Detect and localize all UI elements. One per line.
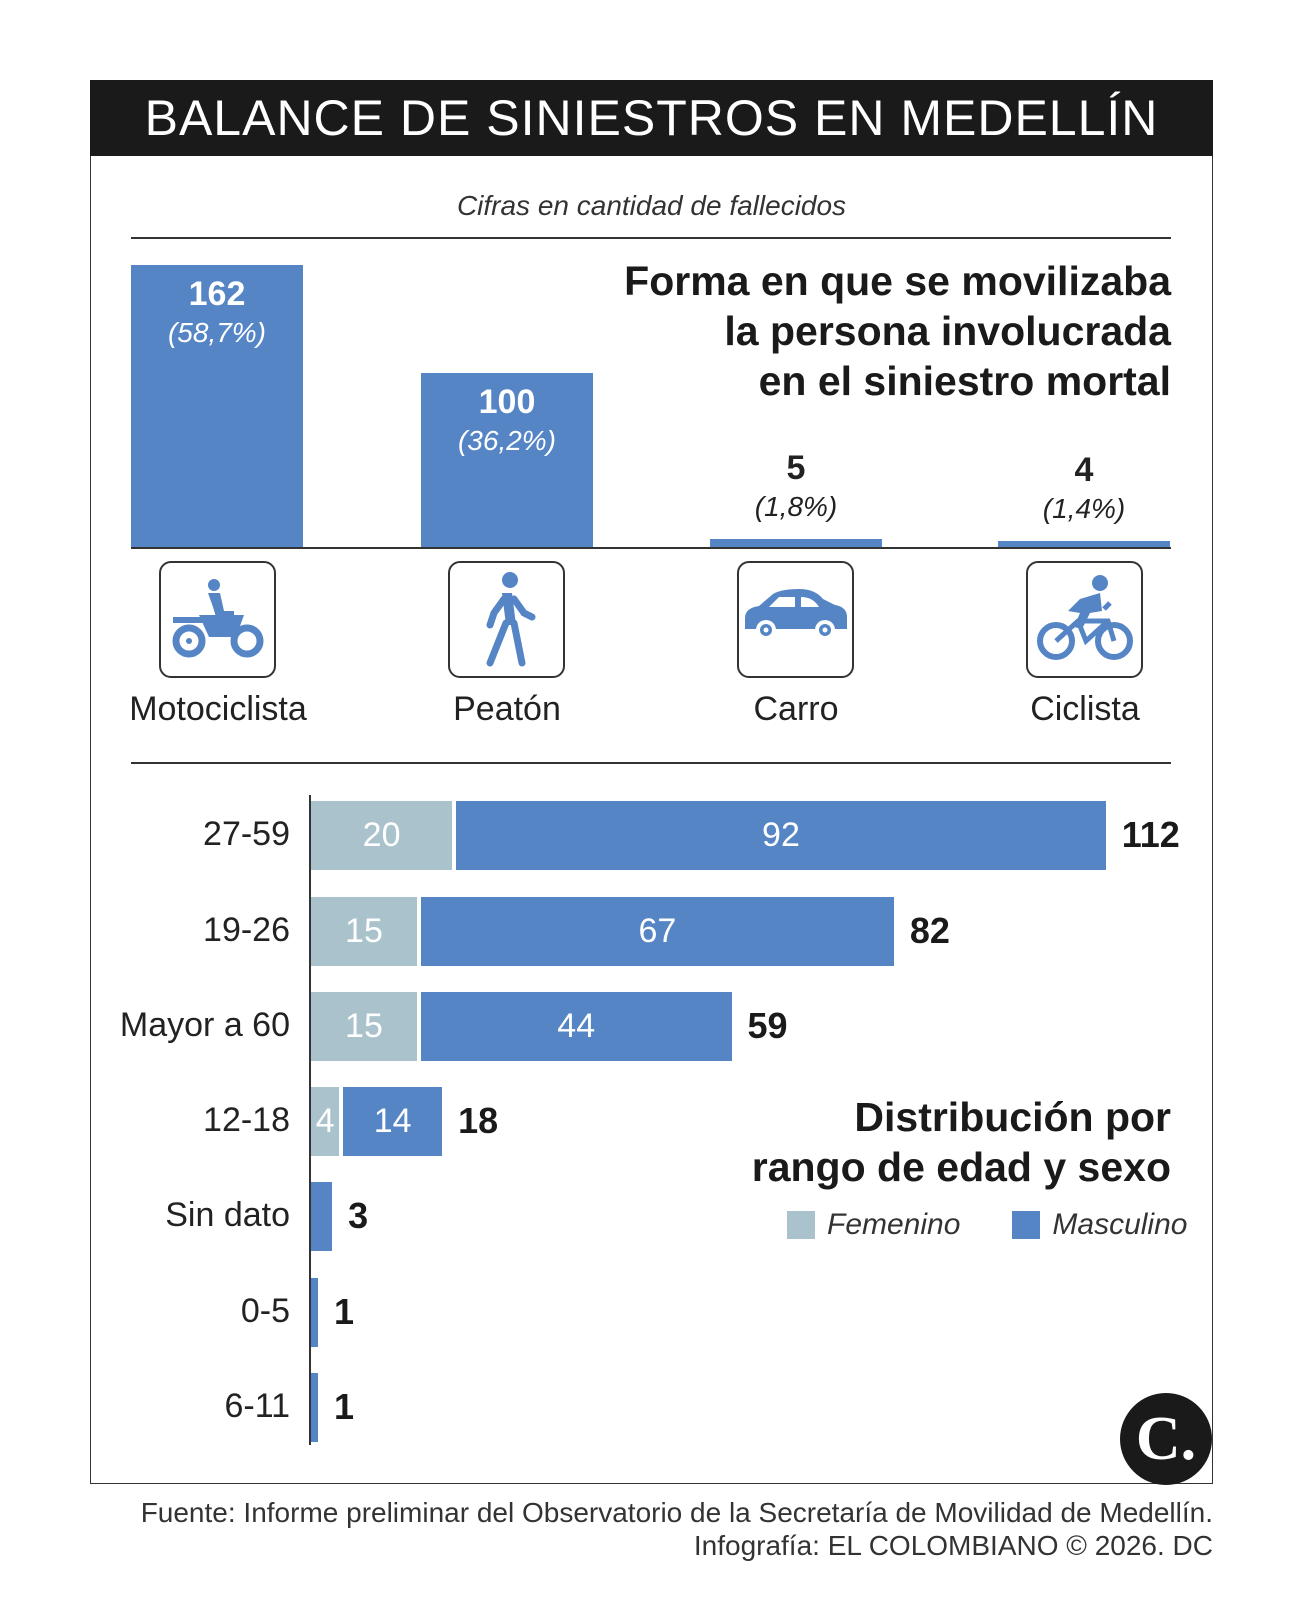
age-total-label: 1 [334, 1291, 355, 1332]
title-line: Distribución por [854, 1094, 1171, 1140]
mode-bar [710, 539, 882, 548]
age-category-label: 19-26 [203, 911, 290, 949]
age-category-label: Mayor a 60 [119, 1006, 290, 1044]
masculino-segment: 92 [456, 801, 1106, 870]
age-total-label: 18 [458, 1100, 499, 1141]
legend-swatch-masculino [1012, 1211, 1041, 1239]
legend: Femenino Masculino [787, 1208, 1187, 1242]
motorcycle-icon [159, 561, 276, 678]
title-line: la persona involucrada [724, 308, 1171, 354]
masculino-segment [311, 1182, 333, 1251]
mode-baseline [131, 547, 1171, 549]
subtitle: Cifras en cantidad de fallecidos [456, 190, 847, 221]
el-colombiano-logo: C. [1120, 1393, 1212, 1485]
masculino-segment: 67 [420, 897, 894, 966]
label-carro: Carro [753, 690, 839, 728]
femenino-segment: 20 [311, 801, 453, 870]
mode-value-label: 100 [478, 383, 536, 422]
mode-value-label: 4 [1074, 451, 1094, 489]
title-line: Forma en que se movilizaba [624, 258, 1171, 304]
femenino-segment: 15 [311, 897, 417, 966]
age-category-label: Sin dato [165, 1196, 290, 1234]
mode-percent-label: (1,8%) [754, 491, 838, 523]
femenino-segment: 4 [311, 1087, 340, 1156]
divider [131, 237, 1171, 239]
mode-bar [421, 373, 593, 548]
femenino-segment: 15 [311, 992, 417, 1061]
age-total-label: 3 [348, 1195, 369, 1236]
pedestrian-icon [448, 561, 565, 678]
masculino-segment: 14 [343, 1087, 443, 1156]
mode-percent-label: (36,2%) [457, 425, 557, 457]
masculino-segment: 44 [420, 992, 732, 1061]
mode-value-label: 5 [786, 449, 806, 488]
age-category-label: 27-59 [203, 815, 290, 853]
label-peaton: Peatón [453, 690, 561, 728]
mode-bar [998, 541, 1170, 548]
age-total-label: 112 [1121, 814, 1180, 855]
masculino-segment [311, 1373, 319, 1442]
age-category-label: 0-5 [240, 1292, 290, 1330]
legend-label-masculino: Masculino [1052, 1208, 1188, 1241]
age-category-label: 6-11 [224, 1387, 290, 1425]
credit-note: Infografía: EL COLOMBIANO © 2026. DC [693, 1530, 1213, 1561]
divider [131, 762, 1171, 764]
title-line: en el siniestro mortal [758, 358, 1171, 404]
age-total-label: 59 [747, 1005, 788, 1046]
mode-value-label: 162 [188, 274, 246, 313]
title-line: rango de edad y sexo [751, 1144, 1171, 1190]
bicycle-icon [1026, 561, 1143, 678]
mode-bar [131, 264, 303, 548]
age-axis [309, 795, 311, 1445]
age-category-label: 12-18 [203, 1101, 290, 1139]
age-chart-title: Distribución por rango de edad y sexo [752, 1092, 1171, 1192]
source-note: Fuente: Informe preliminar del Observato… [140, 1497, 1213, 1528]
age-total-label: 82 [909, 910, 950, 951]
mode-percent-label: (58,7%) [167, 316, 267, 348]
mode-chart-title: Forma en que se movilizaba la persona in… [624, 256, 1171, 406]
age-total-label: 1 [334, 1386, 355, 1427]
masculino-segment [311, 1278, 319, 1347]
label-ciclista: Ciclista [1030, 690, 1140, 728]
infographic-frame [90, 80, 1213, 1484]
page-title: BALANCE DE SINIESTROS EN MEDELLÍN [90, 80, 1213, 156]
legend-label-femenino: Femenino [827, 1208, 961, 1241]
label-motociclista: Motociclista [129, 690, 307, 728]
mode-percent-label: (1,4%) [1042, 493, 1126, 524]
legend-swatch-femenino [787, 1211, 815, 1239]
car-icon [737, 561, 854, 678]
